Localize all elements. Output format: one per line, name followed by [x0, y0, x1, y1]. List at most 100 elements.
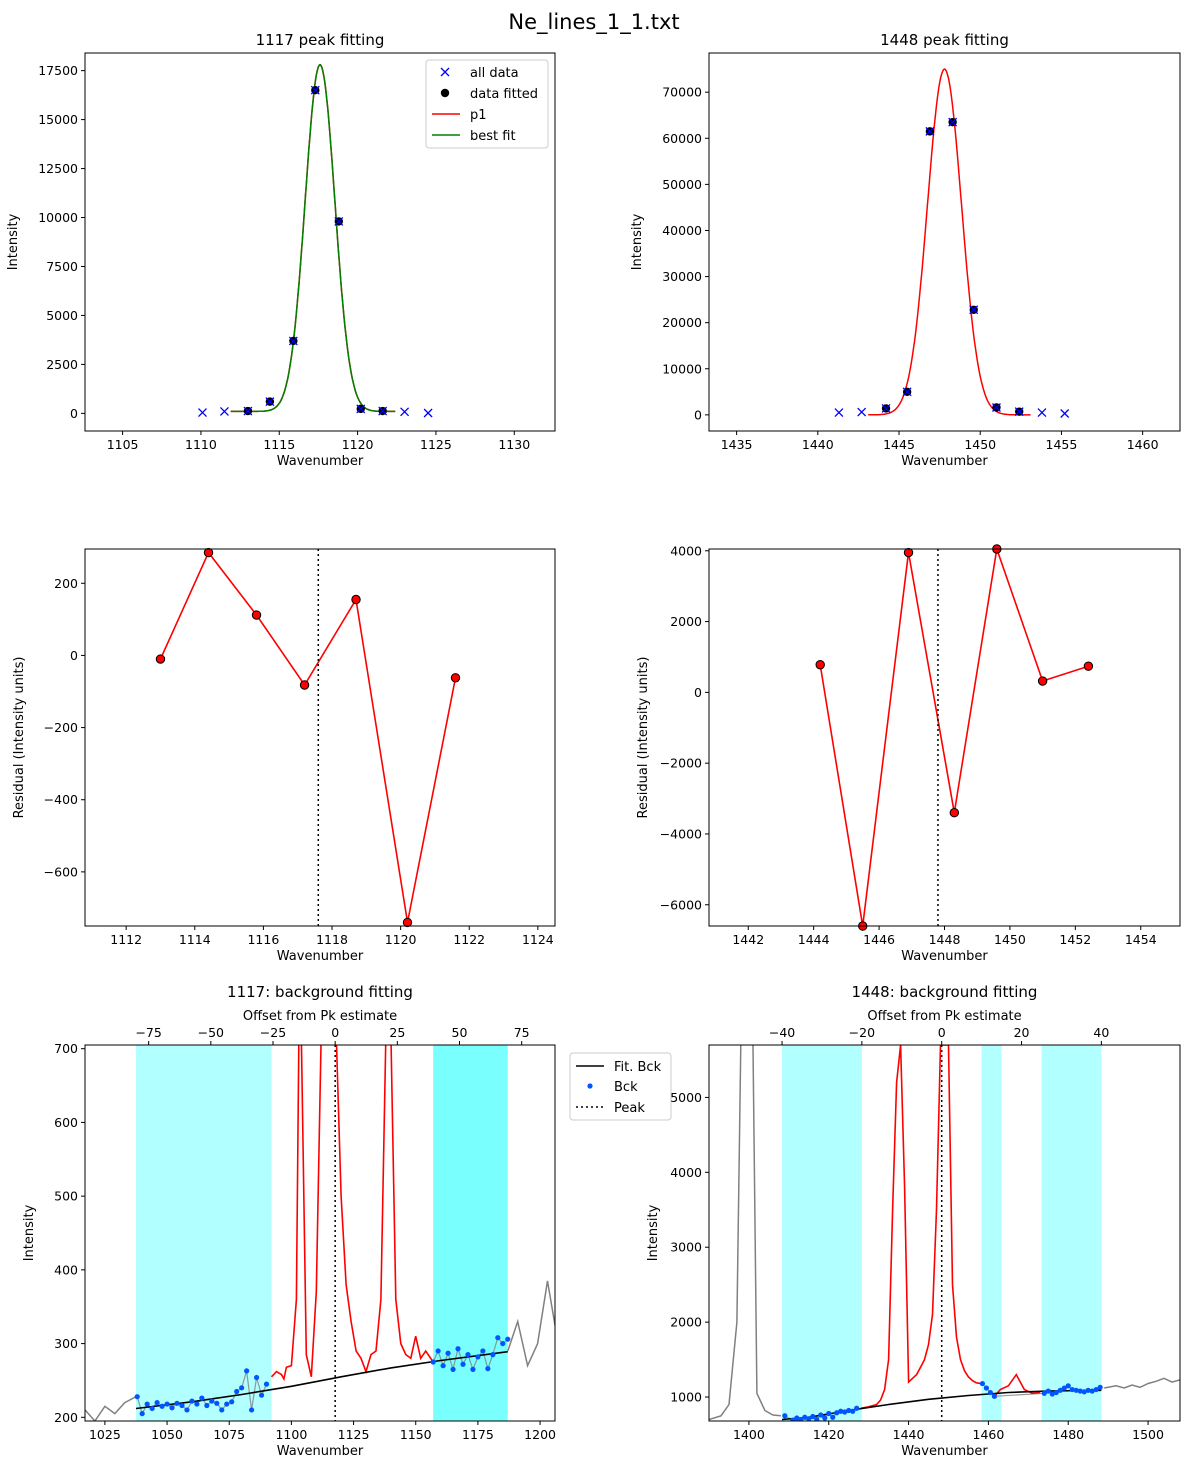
bck-point [983, 1385, 990, 1391]
background-region [1041, 1045, 1102, 1421]
all-data-point [1014, 407, 1024, 417]
residual-point [351, 594, 361, 605]
bck-point [826, 1410, 832, 1417]
x-tick-label: 1440 [802, 437, 834, 452]
bck-point [1089, 1388, 1095, 1394]
bck-point [244, 1368, 250, 1374]
bck-point [1053, 1389, 1059, 1396]
top-x-tick-label: −50 [198, 1025, 224, 1040]
x-axis-label: Wavenumber [277, 949, 364, 964]
bck-point [149, 1405, 155, 1412]
y-tick-label: 20000 [662, 315, 702, 330]
all-data-point [1037, 408, 1047, 418]
x-tick-label: 1114 [179, 932, 211, 947]
bck-point [1077, 1388, 1083, 1394]
bck-point [445, 1350, 451, 1356]
raw-data-line [85, 1396, 137, 1421]
y-axis-label: Residual (Intensity units) [12, 657, 27, 819]
all-data-point [219, 406, 229, 416]
y-tick-label: 5000 [46, 308, 78, 323]
x-tick-label: 1460 [1127, 437, 1159, 452]
x-tick-label: 1120 [342, 437, 374, 452]
legend-fitted-label: data fitted [470, 87, 538, 102]
legend-bck-label: Bck [614, 1080, 638, 1095]
axes-title: 1448: background fitting [852, 983, 1038, 1001]
x-tick-label: 1450 [964, 437, 996, 452]
y-axis-label: Residual (Intensity units) [636, 657, 651, 819]
bck-point [830, 1414, 836, 1420]
x-tick-label: 1420 [813, 1427, 845, 1442]
y-tick-label: 10000 [662, 361, 702, 376]
bck-point [253, 1374, 260, 1381]
bck-point [1085, 1387, 1091, 1393]
legend-all-data-marker [440, 67, 450, 77]
background-region [782, 1045, 862, 1421]
bck-point [1049, 1391, 1055, 1397]
bck-point [1097, 1384, 1103, 1390]
bck-point [239, 1385, 245, 1391]
x-tick-label: 1435 [721, 437, 753, 452]
top-x-tick-label: 20 [1014, 1025, 1030, 1040]
y-tick-label: 300 [54, 1336, 78, 1351]
bck-point [174, 1400, 180, 1406]
bck-point [139, 1411, 145, 1417]
y-tick-label: 700 [54, 1041, 78, 1056]
all-data-point [1060, 409, 1070, 418]
x-tick-label: 1460 [973, 1427, 1005, 1442]
best-fit-curve [230, 64, 396, 413]
top-x-tick-label: 0 [331, 1025, 339, 1040]
bck-point [440, 1363, 446, 1369]
x-axis-label: Wavenumber [277, 454, 364, 469]
y-axis-label: Intensity [630, 213, 645, 270]
figure-suptitle: Ne_lines_1_1.txt [508, 10, 679, 35]
x-tick-label: 1445 [883, 437, 915, 452]
y-tick-label: 15000 [38, 112, 78, 127]
all-data-point [400, 407, 410, 417]
bck-point [164, 1401, 170, 1407]
x-tick-label: 1444 [798, 932, 830, 947]
y-tick-label: 3000 [670, 1240, 702, 1255]
residual-point [1083, 661, 1094, 671]
bck-point [790, 1417, 796, 1421]
x-tick-label: 1452 [1059, 932, 1091, 947]
bck-point [485, 1366, 491, 1372]
all-data-point [265, 397, 275, 407]
y-tick-label: 10000 [38, 210, 78, 225]
x-tick-label: 1448 [929, 932, 961, 947]
x-tick-label: 1400 [733, 1427, 765, 1442]
top-x-tick-label: −20 [849, 1025, 875, 1040]
legend-best-fit-label: best fit [470, 129, 516, 144]
x-tick-label: 1112 [110, 932, 142, 947]
bck-point [838, 1408, 844, 1414]
bck-point [204, 1402, 210, 1409]
bck-point [1065, 1383, 1071, 1389]
all-data-point [857, 407, 867, 417]
bck-point [209, 1398, 215, 1404]
y-tick-label: 200 [54, 1410, 78, 1425]
bck-point [154, 1399, 160, 1406]
bck-point [782, 1413, 788, 1419]
residual-point [1037, 676, 1048, 686]
bck-point [144, 1401, 150, 1407]
top-x-tick-label: −75 [135, 1025, 161, 1040]
y-tick-label: 1000 [670, 1390, 702, 1405]
x-tick-label: 1100 [275, 1427, 307, 1442]
y-tick-label: 30000 [662, 269, 702, 284]
bck-point [194, 1401, 200, 1407]
x-tick-label: 1120 [385, 932, 417, 947]
raw-data-line [507, 1280, 555, 1369]
legend-frame [569, 1052, 672, 1121]
bck-point [229, 1399, 235, 1405]
p1448_bck-top-axis: −40 −20 0 20 40 Offset from Pk estimate [769, 1009, 1109, 1045]
x-tick-label: 1500 [1132, 1427, 1164, 1442]
bck-point [818, 1412, 824, 1418]
all-data-point [198, 408, 207, 418]
axes-title: 1117 peak fitting [256, 31, 385, 49]
residual-point [299, 680, 310, 690]
bck-point [1081, 1389, 1087, 1395]
p1117_bck-plot [85, 1045, 555, 1421]
top-x-tick-label: −25 [260, 1025, 286, 1040]
y-tick-label: 60000 [662, 131, 702, 146]
peak-region-line [860, 1045, 981, 1410]
all-data-point [992, 403, 1001, 412]
